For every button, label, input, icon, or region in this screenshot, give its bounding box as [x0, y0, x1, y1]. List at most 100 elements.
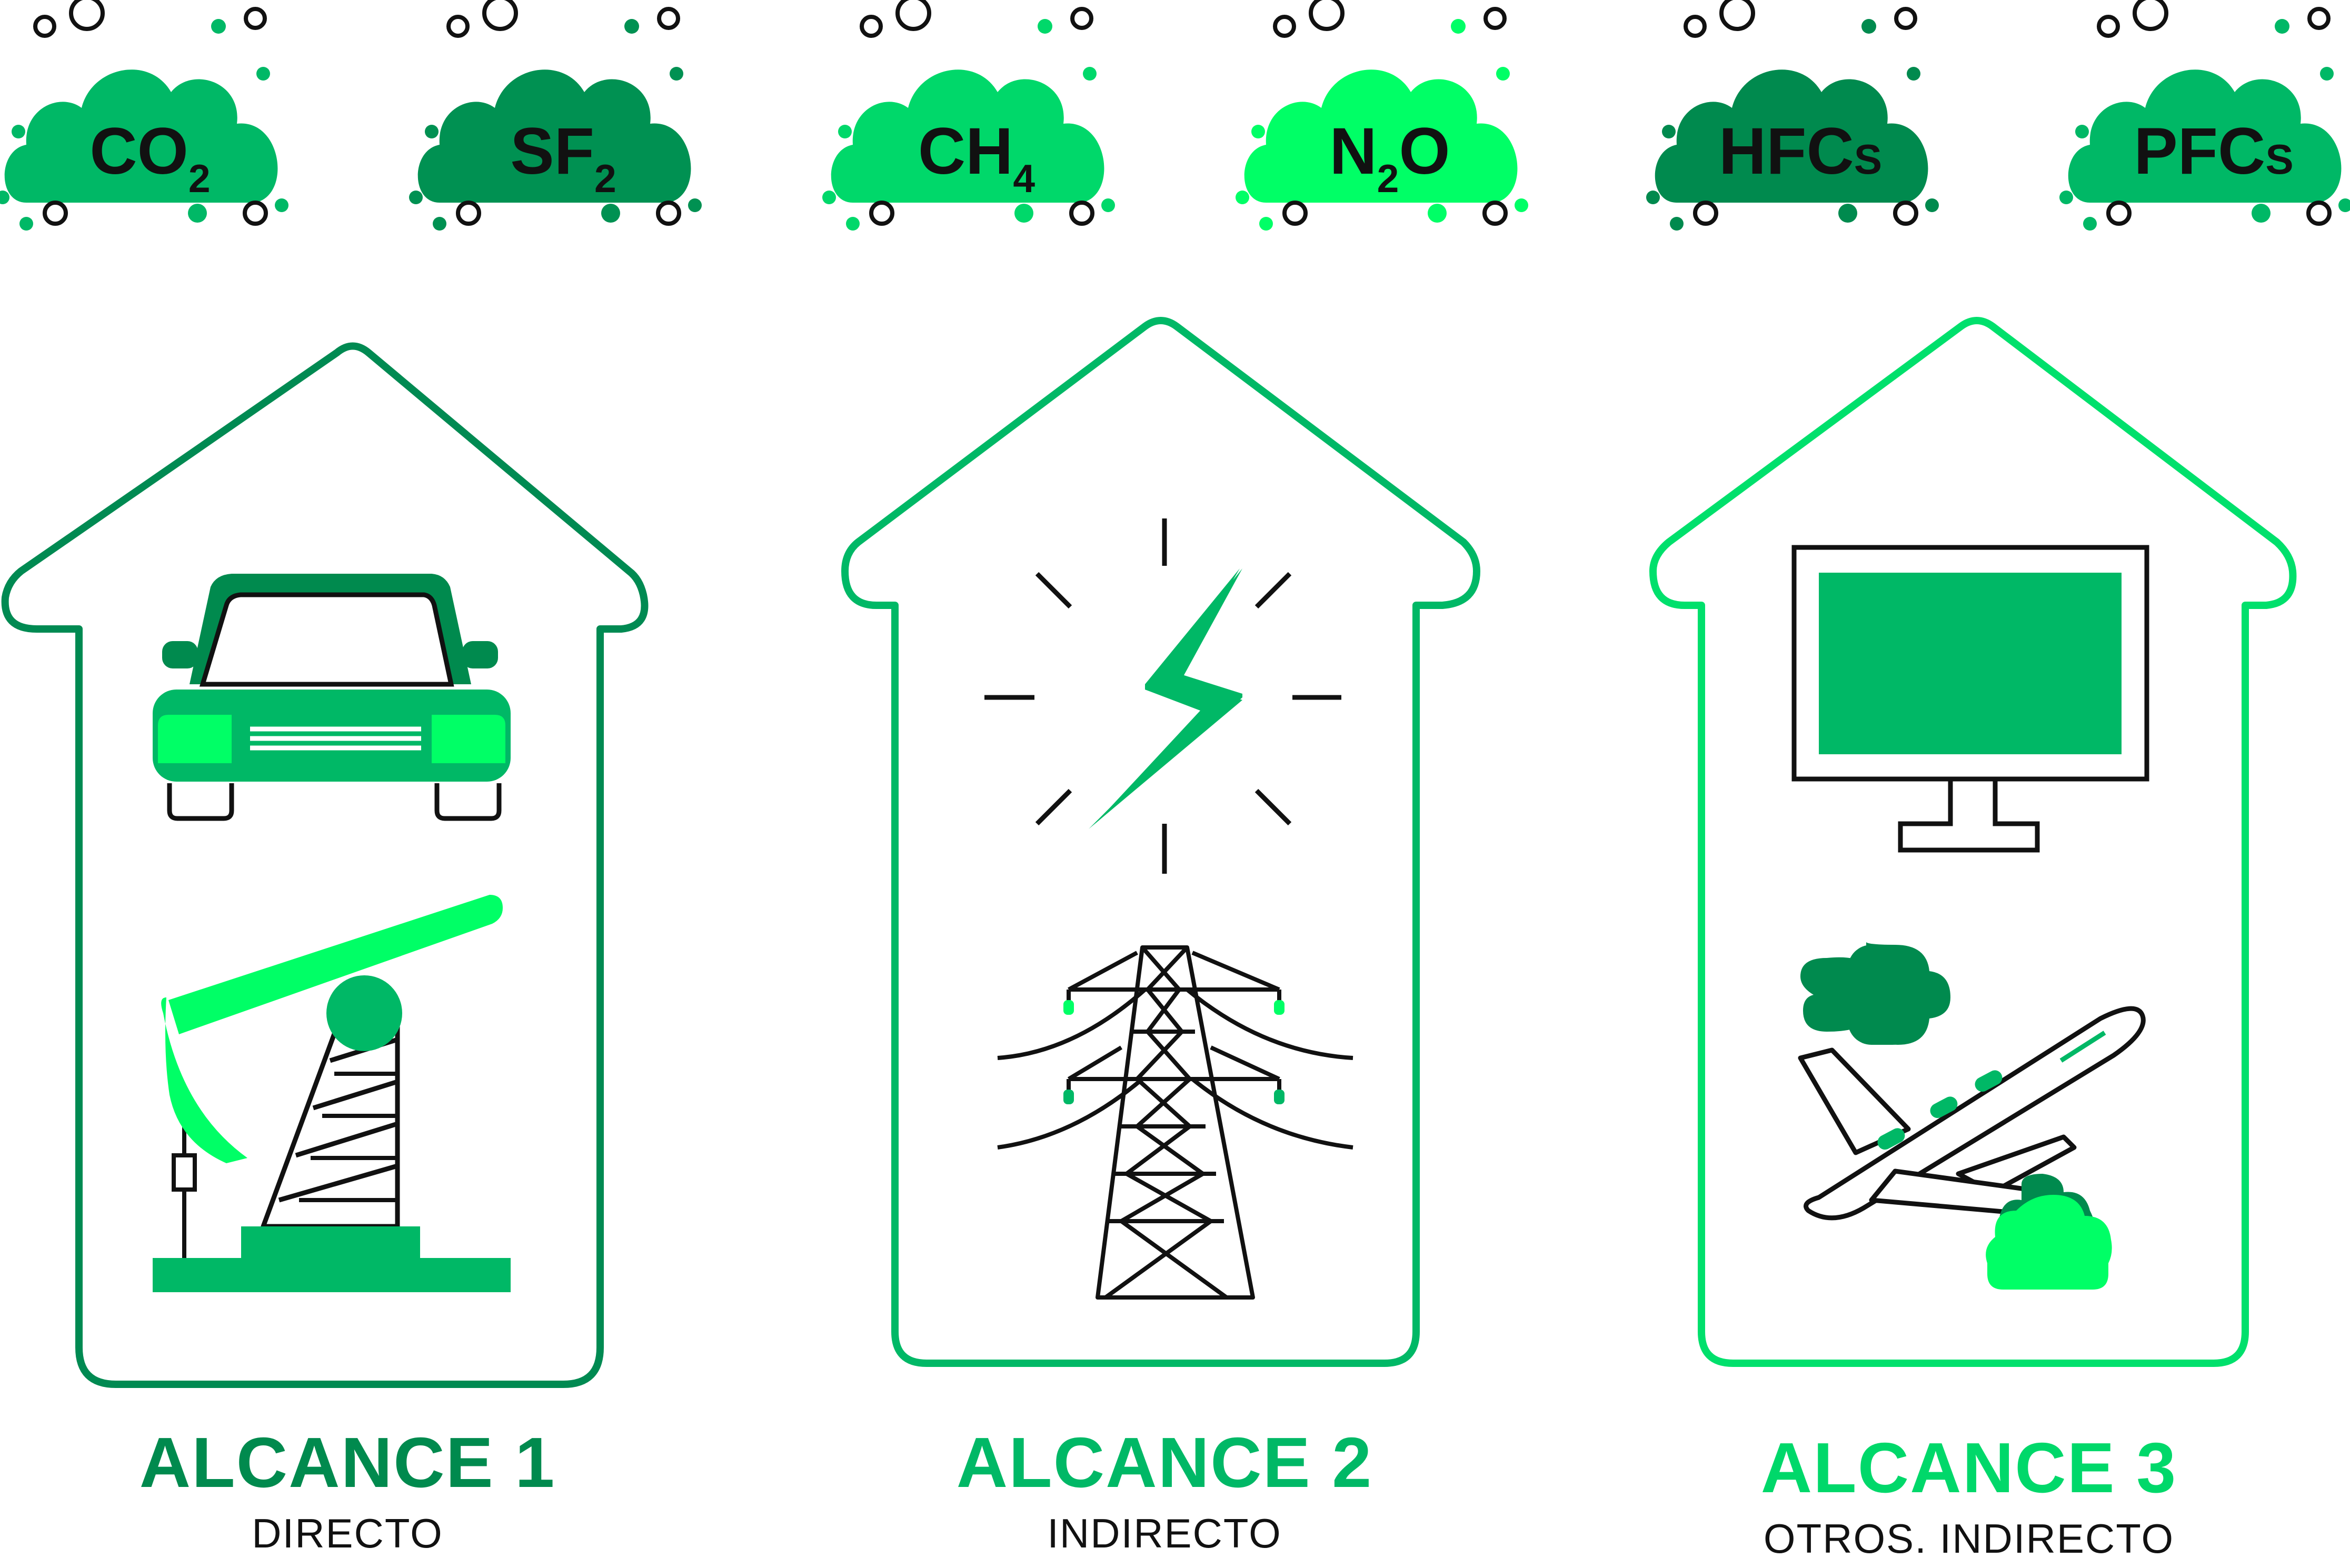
bubble-icon — [0, 191, 9, 204]
bubble-icon — [1309, 0, 1345, 31]
emission-cloud-icon — [1986, 1174, 2112, 1290]
bubble-icon — [1070, 7, 1093, 30]
smoke-cloud-icon — [1800, 942, 1950, 1045]
insulator-icon — [1063, 1000, 1074, 1015]
bubble-icon — [1483, 7, 1507, 30]
bubble-icon — [1893, 201, 1918, 226]
bubble-icon — [19, 217, 33, 231]
bubble-icon — [1684, 15, 1707, 38]
bubble-icon — [1236, 191, 1249, 204]
gas-formula-label: CH4 — [918, 115, 1035, 201]
window-line — [2059, 1031, 2106, 1063]
bubble-icon — [1428, 204, 1447, 223]
bubble-icon — [1259, 217, 1273, 231]
scope-2-house-outline — [841, 317, 1480, 1367]
bubble-icon — [456, 201, 481, 226]
scope-3-house-outline — [1649, 317, 2297, 1367]
bubble-icon — [670, 67, 683, 81]
bubble-icon — [1861, 19, 1876, 34]
bubble-icon — [1907, 67, 1920, 81]
power-tower-icon — [997, 945, 1353, 1300]
bubble-icon — [1496, 67, 1510, 81]
bubble-icon — [846, 217, 860, 231]
gas-formula-label: SF2 — [510, 115, 616, 201]
bubble-icon — [425, 125, 439, 138]
bubble-icon — [188, 204, 207, 223]
bubble-icon — [2307, 7, 2331, 30]
bubble-icon — [1719, 0, 1755, 31]
bubble-icon — [69, 0, 105, 31]
gas-cloud-1: CO2 — [0, 0, 288, 231]
bubble-icon — [1282, 201, 1308, 226]
bubble-icon — [688, 198, 702, 212]
bubble-icon — [1894, 7, 1917, 30]
bubble-icon — [1693, 201, 1718, 226]
bubble-icon — [446, 15, 470, 38]
insulator-icon — [1063, 1090, 1074, 1104]
bubble-icon — [2083, 217, 2097, 231]
bubble-icon — [1101, 198, 1115, 212]
bubble-icon — [860, 15, 883, 38]
bubble-icon — [1646, 191, 1660, 204]
bubble-icon — [433, 217, 446, 231]
bubble-icon — [2275, 19, 2289, 34]
bubble-icon — [2106, 201, 2132, 226]
airplane-icon — [1798, 1006, 2146, 1221]
scope-1-panel: ALCANCE 1 DIRECTO — [1, 342, 649, 1556]
lightning-icon — [984, 518, 1341, 874]
gas-cloud-5: HFCS — [1646, 0, 1939, 231]
bubble-icon — [409, 191, 423, 204]
bubble-icon — [1251, 125, 1265, 138]
bubble-icon — [1273, 15, 1296, 38]
bubble-icon — [2320, 67, 2334, 81]
bubble-icon — [33, 15, 56, 38]
scope-2-subtitle: INDIRECTO — [1047, 1510, 1282, 1556]
bubble-icon — [275, 198, 288, 212]
airplane-window — [1877, 1128, 1905, 1150]
bubble-icon — [656, 201, 681, 226]
bubble-icon — [243, 201, 268, 226]
bubble-icon — [869, 201, 894, 226]
bubble-icon — [244, 7, 267, 30]
bubble-icon — [1451, 19, 1466, 34]
bubble-icon — [2075, 125, 2089, 138]
bubble-icon — [1083, 67, 1097, 81]
bubble-icon — [1482, 201, 1508, 226]
gas-cloud-6: PFCS — [2059, 0, 2350, 231]
scope-3-title: ALCANCE 3 — [1761, 1428, 2177, 1507]
greenhouse-gases-row: CO2 SF2 CH4 N2O HFCS PFCS — [0, 0, 2350, 231]
bubble-icon — [2133, 0, 2168, 31]
bubble-icon — [1925, 198, 1939, 212]
bubble-icon — [1014, 204, 1033, 223]
bubble-icon — [838, 125, 852, 138]
scope-2-panel: ALCANCE 2 INDIRECTO — [841, 317, 1480, 1556]
oil-pump-icon — [153, 895, 511, 1292]
bubble-icon — [1838, 204, 1857, 223]
scope-1-house-outline — [1, 342, 649, 1388]
gas-cloud-3: CH4 — [822, 0, 1115, 231]
scope-3-panel: ALCANCE 3 OTROS. INDIRECTO — [1649, 317, 2297, 1562]
bubble-icon — [43, 201, 68, 226]
scope-1-subtitle: DIRECTO — [252, 1510, 443, 1556]
insulator-icon — [1274, 1000, 1284, 1015]
bubble-icon — [1038, 19, 1052, 34]
gas-formula-label: N2O — [1329, 115, 1450, 201]
scope-2-title: ALCANCE 2 — [957, 1423, 1373, 1502]
bubble-icon — [256, 67, 270, 81]
bubble-icon — [624, 19, 639, 34]
gas-cloud-4: N2O — [1236, 0, 1528, 231]
scope-3-subtitle: OTROS. INDIRECTO — [1764, 1515, 2174, 1562]
bubble-icon — [895, 0, 931, 31]
monitor-icon — [1791, 545, 2149, 853]
bubble-icon — [2252, 204, 2271, 223]
gas-formula-label: HFCS — [1719, 115, 1882, 188]
bubble-icon — [211, 19, 226, 34]
bubble-icon — [1069, 201, 1094, 226]
gas-cloud-2: SF2 — [409, 0, 702, 231]
bubble-icon — [2097, 15, 2120, 38]
insulator-icon — [1274, 1090, 1284, 1104]
bubble-icon — [822, 191, 836, 204]
bubble-icon — [1670, 217, 1684, 231]
bubble-icon — [2306, 201, 2332, 226]
